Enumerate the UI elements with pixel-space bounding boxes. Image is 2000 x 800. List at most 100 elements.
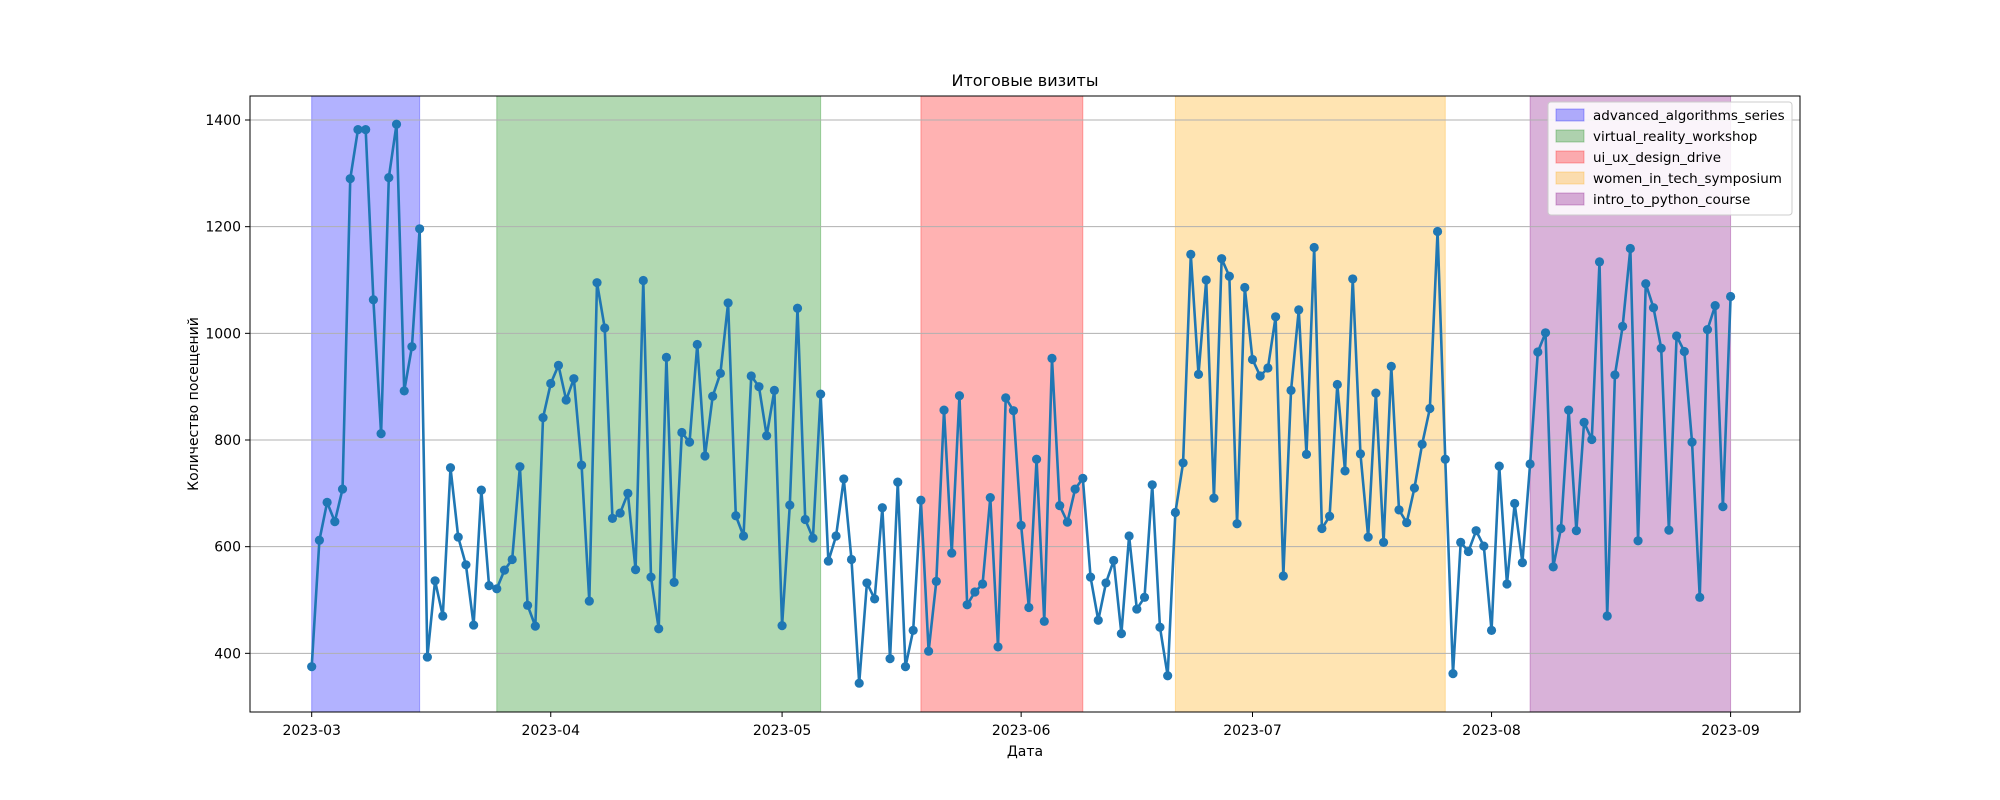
data-point-13: [407, 342, 417, 352]
data-point-134: [1340, 466, 1350, 476]
data-point-86: [970, 587, 980, 597]
legend-label-2: ui_ux_design_drive: [1593, 150, 1721, 166]
data-point-92: [1016, 520, 1026, 530]
data-point-7: [361, 125, 371, 135]
data-point-9: [376, 429, 386, 439]
data-point-120: [1232, 519, 1242, 529]
grid-lines: [250, 119, 1800, 654]
data-point-42: [630, 565, 641, 575]
data-point-83: [947, 548, 957, 558]
legend-swatch-2: [1555, 150, 1585, 164]
data-point-48: [677, 427, 687, 438]
legend-swatch-4: [1555, 192, 1585, 206]
data-point-167: [1594, 257, 1605, 267]
y-axis: 400 600 800 1000 1200 1400: [205, 113, 250, 662]
data-point-59: [762, 431, 772, 441]
y-tick-label: 400: [214, 646, 241, 662]
data-point-126: [1278, 571, 1288, 581]
data-point-45: [654, 624, 664, 634]
data-point-80: [924, 646, 934, 656]
data-point-104: [1109, 555, 1119, 566]
data-point-158: [1525, 459, 1535, 469]
data-point-66: [816, 389, 826, 399]
data-point-102: [1093, 615, 1103, 625]
data-point-22: [476, 485, 486, 495]
data-point-43: [638, 275, 648, 286]
data-point-105: [1116, 629, 1126, 639]
data-point-38: [600, 323, 610, 333]
data-point-151: [1471, 526, 1481, 536]
data-point-103: [1101, 578, 1111, 588]
data-point-180: [1695, 592, 1705, 602]
data-point-14: [415, 224, 425, 234]
data-point-123: [1255, 371, 1265, 381]
data-point-127: [1286, 385, 1296, 395]
data-point-33: [561, 395, 571, 405]
data-point-78: [908, 625, 918, 636]
data-point-181: [1702, 325, 1713, 335]
data-point-20: [461, 560, 471, 570]
x-tick-label: 2023-04: [521, 723, 580, 739]
data-point-119: [1224, 271, 1234, 281]
data-point-140: [1386, 361, 1396, 371]
legend-label-4: intro_to_python_course: [1593, 192, 1750, 208]
data-point-89: [993, 642, 1003, 652]
data-point-118: [1217, 254, 1227, 264]
data-point-110: [1155, 622, 1165, 632]
data-point-52: [708, 391, 718, 401]
data-point-64: [800, 514, 810, 525]
legend-swatch-1: [1555, 129, 1585, 143]
data-point-61: [777, 621, 787, 631]
data-point-121: [1240, 282, 1250, 293]
data-point-144: [1417, 439, 1427, 449]
data-point-129: [1301, 449, 1312, 459]
data-point-113: [1178, 458, 1188, 468]
legend-box: [1547, 101, 1793, 216]
data-point-95: [1039, 616, 1049, 626]
legend-label-0: advanced_algorithms_series: [1593, 108, 1785, 124]
data-point-90: [1001, 393, 1011, 403]
data-point-91: [1008, 406, 1019, 416]
data-point-49: [684, 437, 695, 447]
data-point-65: [808, 533, 818, 543]
data-point-115: [1193, 369, 1204, 379]
data-point-159: [1533, 347, 1543, 357]
data-point-94: [1031, 454, 1042, 464]
data-point-17: [438, 611, 448, 621]
data-point-40: [615, 508, 625, 518]
data-point-35: [576, 460, 587, 470]
data-point-100: [1078, 473, 1088, 483]
data-point-130: [1309, 242, 1319, 253]
data-point-47: [669, 577, 679, 588]
data-point-54: [723, 298, 733, 308]
data-point-112: [1170, 507, 1180, 518]
legend-label-1: virtual_reality_workshop: [1593, 129, 1757, 145]
data-point-46: [661, 352, 672, 362]
data-point-168: [1602, 611, 1612, 621]
legend-swatch-0: [1555, 108, 1585, 122]
data-point-93: [1024, 602, 1034, 613]
data-point-72: [862, 578, 872, 588]
data-point-71: [854, 678, 864, 688]
data-point-3: [330, 517, 340, 527]
data-point-28: [523, 600, 533, 610]
data-point-70: [846, 554, 857, 565]
data-point-19: [453, 532, 463, 542]
data-point-148: [1448, 669, 1458, 679]
data-point-141: [1394, 505, 1404, 515]
event-bands: [311, 95, 1732, 713]
data-point-67: [823, 556, 833, 566]
data-point-53: [715, 368, 725, 378]
data-point-125: [1271, 312, 1281, 322]
data-point-5: [345, 174, 355, 184]
data-point-175: [1656, 343, 1666, 353]
data-point-109: [1147, 480, 1157, 490]
data-point-8: [368, 295, 378, 305]
x-tick-label: 2023-03: [282, 723, 341, 739]
data-point-62: [785, 500, 795, 510]
x-axis-title: Дата: [1007, 744, 1043, 760]
data-point-139: [1378, 537, 1389, 548]
data-point-87: [977, 579, 988, 589]
data-point-176: [1664, 525, 1674, 535]
data-point-85: [962, 600, 972, 610]
